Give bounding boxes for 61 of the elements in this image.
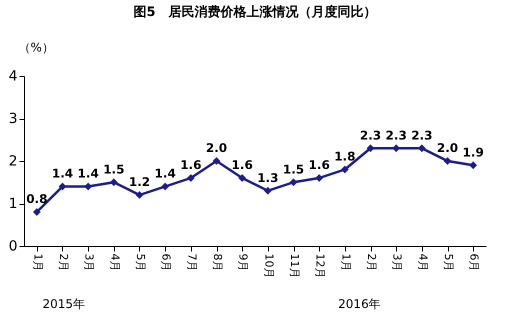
data-label: 2.3 (411, 128, 432, 142)
data-label: 0.8 (26, 192, 48, 206)
x-tick-label: 9月 (236, 254, 250, 272)
point (366, 144, 374, 152)
data-label: 1.2 (128, 175, 150, 189)
point (444, 157, 452, 165)
y-tick-label: 2 (8, 154, 18, 170)
x-tick-label: 4月 (416, 254, 430, 272)
x-tick-label: 3月 (390, 254, 404, 272)
point (136, 191, 144, 199)
point (315, 174, 324, 182)
data-label: 1.4 (52, 166, 74, 180)
x-tick-label: 12月 (314, 254, 327, 278)
data-label: 2.0 (436, 141, 458, 155)
text: 2016年 (338, 297, 381, 311)
y-axis-title: （%） (18, 40, 54, 54)
y-tick-label: 4 (8, 68, 18, 84)
y-tick-label: 1 (8, 196, 18, 212)
x-tick-label: 1月 (339, 254, 352, 272)
x-tick-label: 6月 (468, 254, 481, 272)
data-label: 1.8 (334, 150, 356, 164)
point (469, 161, 478, 170)
x-tick-label: 5月 (134, 254, 147, 272)
point (84, 182, 92, 190)
data-label: 1.6 (308, 158, 330, 172)
x-tick-label: 2月 (365, 254, 378, 272)
point (290, 178, 298, 186)
data-label: 1.6 (180, 158, 202, 172)
point (32, 208, 41, 216)
x-tick-label: 4月 (108, 254, 122, 272)
point (58, 182, 66, 190)
x-tick-label: 5月 (442, 254, 455, 272)
point (110, 178, 118, 186)
data-label: 2.0 (206, 141, 228, 155)
x-tick-label: 7月 (185, 254, 198, 272)
x-tick-label: 10月 (262, 254, 276, 278)
x-tick-label: 2月 (57, 254, 70, 272)
point (340, 166, 349, 174)
data-label: 1.6 (232, 158, 253, 172)
x-tick-label: 3月 (82, 254, 96, 272)
x-tick-label: 1月 (31, 254, 44, 272)
text: 2015年 (42, 297, 86, 311)
data-label: 2.3 (386, 128, 407, 142)
data-label: 1.4 (78, 166, 99, 180)
data-label: 1.5 (282, 162, 304, 176)
data-label: 1.5 (103, 162, 124, 176)
x-tick-label: 6月 (160, 254, 173, 272)
point (186, 174, 195, 182)
data-label: 1.9 (462, 145, 484, 160)
x-tick-label: 8月 (211, 254, 224, 272)
chart-title: 图5 居民消费价格上涨情况（月度同比） (133, 4, 377, 20)
x-tick-label: 11月 (288, 254, 301, 278)
y-tick-label: 0 (8, 238, 18, 254)
point (161, 182, 170, 190)
data-label: 1.3 (257, 170, 278, 185)
data-label: 2.3 (360, 128, 382, 142)
data-label: 1.4 (154, 166, 176, 180)
point (264, 186, 272, 195)
point (238, 174, 246, 182)
y-tick-label: 3 (8, 111, 18, 127)
point (212, 157, 220, 165)
